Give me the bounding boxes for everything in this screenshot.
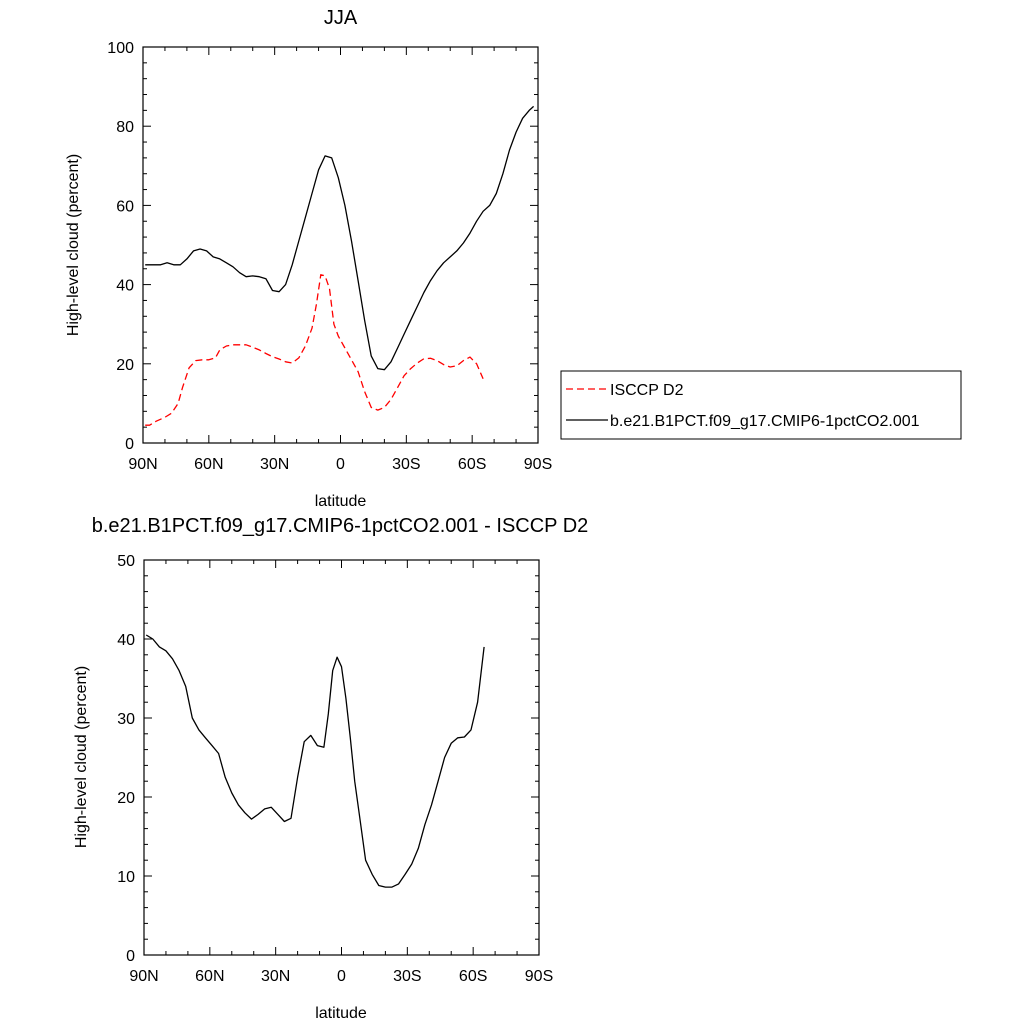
- top-x-tick-label: 30N: [260, 456, 289, 473]
- top-axes: 90N 60N 30N 0 30S 60S 90S 0 20 40 60 80 100: [107, 40, 552, 473]
- top-y-tick-label: 60: [116, 198, 134, 215]
- bottom-y-tick-label: 0: [126, 948, 135, 965]
- top-x-tick-label: 0: [336, 456, 345, 473]
- top-y-tick-label: 40: [116, 278, 134, 295]
- top-x-tick-label: 60N: [194, 456, 223, 473]
- bottom-y-tick-label: 50: [117, 553, 135, 570]
- top-plot-frame: [142, 46, 539, 444]
- bottom-y-tick-label: 30: [117, 711, 135, 728]
- bottom-y-tick-label: 40: [117, 632, 135, 649]
- bottom-x-tick-label: 90S: [525, 968, 553, 985]
- bottom-chart-title: b.e21.B1PCT.f09_g17.CMIP6-1pctCO2.001 - …: [92, 515, 589, 537]
- bottom-y-axis-label: High-level cloud (percent): [73, 666, 90, 848]
- bottom-series-line-0: [145, 634, 485, 888]
- bottom-x-tick-label: 0: [337, 968, 346, 985]
- bottom-x-axis-label: latitude: [315, 1005, 367, 1022]
- top-x-tick-label: 60S: [458, 456, 486, 473]
- bottom-panel: b.e21.B1PCT.f09_g17.CMIP6-1pctCO2.001 - …: [73, 515, 588, 1022]
- top-series-line-1: [145, 105, 535, 371]
- top-y-tick-label: 100: [107, 40, 134, 57]
- legend-label-model: b.e21.B1PCT.f09_g17.CMIP6-1pctCO2.001: [610, 413, 920, 430]
- bottom-x-tick-label: 60S: [459, 968, 487, 985]
- bottom-x-tick-label: 30N: [261, 968, 290, 985]
- legend: ISCCP D2 b.e21.B1PCT.f09_g17.CMIP6-1pctC…: [560, 370, 962, 440]
- bottom-y-tick-label: 10: [117, 869, 135, 886]
- top-x-tick-label: 90S: [524, 456, 552, 473]
- bottom-series: [145, 634, 485, 888]
- top-y-tick-label: 80: [116, 119, 134, 136]
- top-x-axis-label: latitude: [315, 493, 367, 510]
- top-x-tick-label: 90N: [128, 456, 157, 473]
- bottom-x-tick-label: 90N: [129, 968, 158, 985]
- bottom-x-tick-label: 30S: [393, 968, 421, 985]
- top-y-tick-label: 0: [125, 436, 134, 453]
- top-series: [145, 105, 535, 426]
- bottom-y-tick-label: 20: [117, 790, 135, 807]
- bottom-x-tick-label: 60N: [195, 968, 224, 985]
- top-chart-title: JJA: [324, 7, 358, 29]
- bottom-plot-frame: [143, 559, 540, 956]
- legend-label-isccp: ISCCP D2: [610, 382, 684, 399]
- top-y-tick-label: 20: [116, 357, 134, 374]
- top-panel: JJA latitude High-level cloud (percent) …: [65, 7, 552, 510]
- bottom-axes: 90N 60N 30N 0 30S 60S 90S 0 10 20 30 40 50: [117, 553, 553, 985]
- top-x-tick-label: 30S: [392, 456, 420, 473]
- top-series-line-0: [145, 274, 484, 426]
- top-y-axis-label: High-level cloud (percent): [65, 154, 82, 336]
- legend-box: [560, 370, 962, 440]
